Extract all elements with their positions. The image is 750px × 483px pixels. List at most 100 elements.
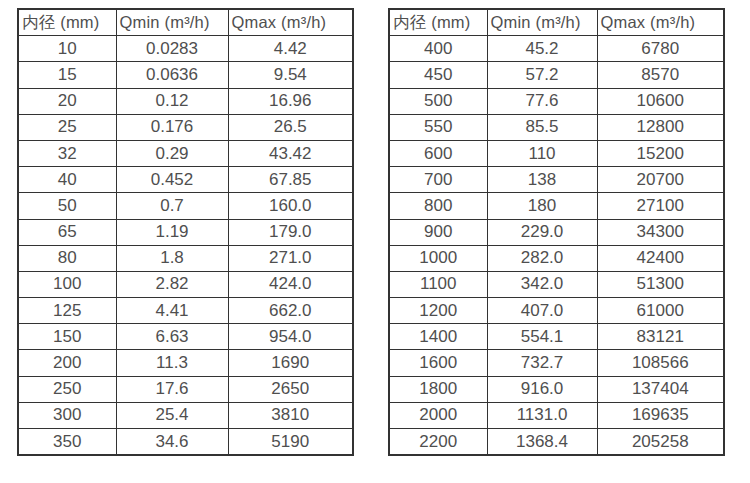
qmin-cell: 11.3 [116, 350, 228, 376]
inner-diameter-cell: 1600 [389, 350, 487, 376]
inner-diameter-cell: 20 [18, 88, 116, 114]
inner-diameter-cell: 500 [389, 88, 487, 114]
qmin-cell: 2.82 [116, 271, 228, 297]
inner-diameter-cell: 125 [18, 298, 116, 324]
qmax-cell: 424.0 [228, 271, 353, 297]
qmin-cell: 342.0 [487, 271, 597, 297]
qmin-cell: 0.176 [116, 114, 228, 140]
table-row: 35034.65190 [18, 429, 353, 456]
qmin-cell: 34.6 [116, 429, 228, 456]
qmin-cell: 407.0 [487, 298, 597, 324]
flow-rate-tables-container: 内径 (mm)Qmin (m³/h)Qmax (m³/h) 100.02834.… [0, 0, 750, 456]
qmax-header: Qmax (m³/h) [228, 9, 353, 36]
table-row: 1506.63954.0 [18, 324, 353, 350]
qmax-cell: 179.0 [228, 219, 353, 245]
table-row: 80018027100 [389, 193, 724, 219]
table-row: 50077.610600 [389, 88, 724, 114]
table-row: 70013820700 [389, 167, 724, 193]
qmin-cell: 110 [487, 140, 597, 166]
inner-diameter-cell: 200 [18, 350, 116, 376]
qmax-cell: 9.54 [228, 62, 353, 88]
qmin-cell: 45.2 [487, 36, 597, 62]
inner-diameter-cell: 2000 [389, 402, 487, 428]
inner-diameter-cell: 800 [389, 193, 487, 219]
inner-diameter-cell: 32 [18, 140, 116, 166]
inner-diameter-cell: 65 [18, 219, 116, 245]
table-row: 1600732.7108566 [389, 350, 724, 376]
qmax-cell: 8570 [597, 62, 724, 88]
inner-diameter-cell: 1800 [389, 376, 487, 402]
qmax-cell: 271.0 [228, 245, 353, 271]
qmin-cell: 732.7 [487, 350, 597, 376]
flow-spec-table-large-diameters: 内径 (mm)Qmin (m³/h)Qmax (m³/h) 40045.2678… [388, 8, 725, 456]
qmax-cell: 6780 [597, 36, 724, 62]
qmin-cell: 57.2 [487, 62, 597, 88]
header-row: 内径 (mm)Qmin (m³/h)Qmax (m³/h) [389, 9, 724, 36]
table-row: 801.8271.0 [18, 245, 353, 271]
qmax-cell: 26.5 [228, 114, 353, 140]
qmax-cell: 169635 [597, 402, 724, 428]
qmin-cell: 1368.4 [487, 429, 597, 456]
qmax-cell: 4.42 [228, 36, 353, 62]
qmax-cell: 160.0 [228, 193, 353, 219]
table-row: 1002.82424.0 [18, 271, 353, 297]
qmax-cell: 12800 [597, 114, 724, 140]
qmin-cell: 17.6 [116, 376, 228, 402]
qmin-cell: 1131.0 [487, 402, 597, 428]
qmin-cell: 0.0283 [116, 36, 228, 62]
inner-diameter-cell: 1100 [389, 271, 487, 297]
table-row: 20011.31690 [18, 350, 353, 376]
qmax-cell: 662.0 [228, 298, 353, 324]
inner-diameter-header: 内径 (mm) [18, 9, 116, 36]
table-row: 150.06369.54 [18, 62, 353, 88]
qmax-cell: 137404 [597, 376, 724, 402]
qmin-cell: 0.12 [116, 88, 228, 114]
qmin-cell: 1.8 [116, 245, 228, 271]
table-row: 1100342.051300 [389, 271, 724, 297]
qmax-cell: 108566 [597, 350, 724, 376]
inner-diameter-cell: 400 [389, 36, 487, 62]
inner-diameter-cell: 25 [18, 114, 116, 140]
inner-diameter-cell: 1000 [389, 245, 487, 271]
table-row: 20001131.0169635 [389, 402, 724, 428]
qmax-cell: 5190 [228, 429, 353, 456]
table-row: 45057.28570 [389, 62, 724, 88]
inner-diameter-cell: 900 [389, 219, 487, 245]
qmin-cell: 0.29 [116, 140, 228, 166]
qmax-cell: 34300 [597, 219, 724, 245]
qmax-cell: 954.0 [228, 324, 353, 350]
table-row: 900229.034300 [389, 219, 724, 245]
qmax-cell: 42400 [597, 245, 724, 271]
qmax-cell: 2650 [228, 376, 353, 402]
table-row: 30025.43810 [18, 402, 353, 428]
table-row: 1200407.061000 [389, 298, 724, 324]
qmin-cell: 1.19 [116, 219, 228, 245]
flow-spec-table-small-diameters: 内径 (mm)Qmin (m³/h)Qmax (m³/h) 100.02834.… [17, 8, 354, 456]
qmax-cell: 61000 [597, 298, 724, 324]
table-row: 1800916.0137404 [389, 376, 724, 402]
qmax-cell: 10600 [597, 88, 724, 114]
inner-diameter-cell: 700 [389, 167, 487, 193]
inner-diameter-cell: 10 [18, 36, 116, 62]
qmin-cell: 180 [487, 193, 597, 219]
qmax-cell: 51300 [597, 271, 724, 297]
table-row: 400.45267.85 [18, 167, 353, 193]
table-row: 200.1216.96 [18, 88, 353, 114]
qmax-cell: 3810 [228, 402, 353, 428]
qmax-cell: 16.96 [228, 88, 353, 114]
table-row: 25017.62650 [18, 376, 353, 402]
table-row: 100.02834.42 [18, 36, 353, 62]
inner-diameter-cell: 1400 [389, 324, 487, 350]
table-row: 60011015200 [389, 140, 724, 166]
qmin-cell: 4.41 [116, 298, 228, 324]
qmin-cell: 282.0 [487, 245, 597, 271]
table-row: 55085.512800 [389, 114, 724, 140]
inner-diameter-header: 内径 (mm) [389, 9, 487, 36]
qmin-header: Qmin (m³/h) [487, 9, 597, 36]
qmax-cell: 43.42 [228, 140, 353, 166]
table-row: 500.7160.0 [18, 193, 353, 219]
qmax-cell: 205258 [597, 429, 724, 456]
inner-diameter-cell: 40 [18, 167, 116, 193]
inner-diameter-cell: 1200 [389, 298, 487, 324]
qmax-cell: 1690 [228, 350, 353, 376]
